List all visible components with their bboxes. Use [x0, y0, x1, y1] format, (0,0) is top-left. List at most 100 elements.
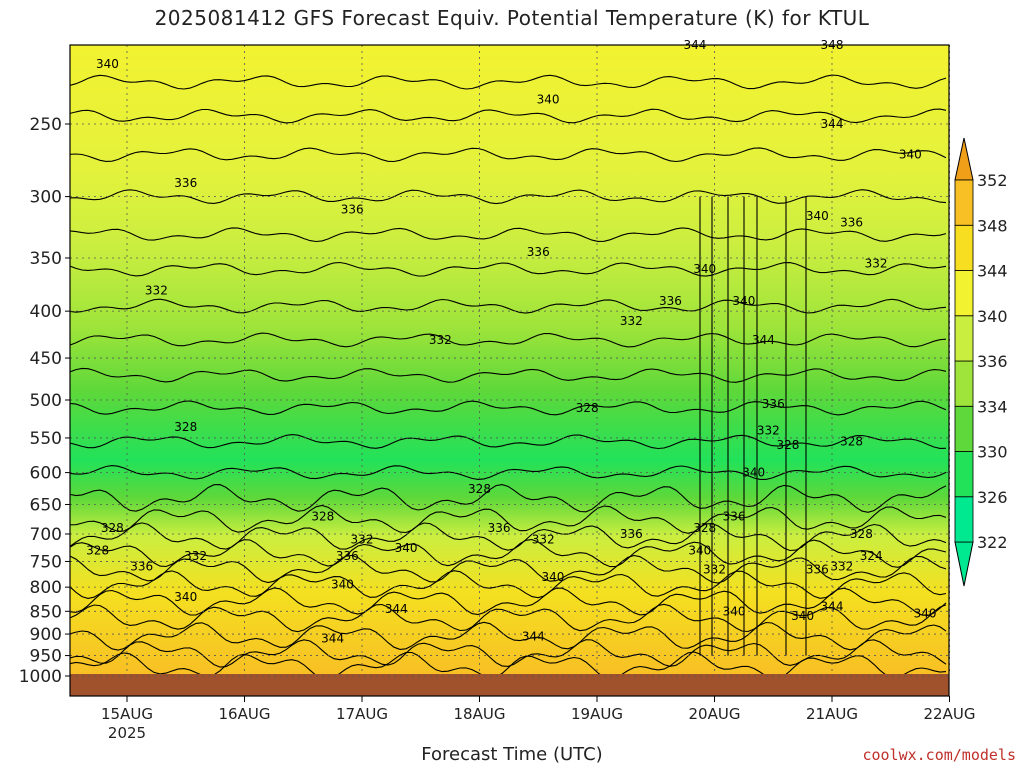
contour-label: 336: [336, 549, 359, 563]
y-tick-label: 1000: [19, 667, 62, 687]
contour-label: 328: [101, 521, 124, 535]
colorbar: 322 326 330 334 336 340 344 348 352: [954, 137, 1008, 587]
contour-labels: 3403363323283283283363323403283363323323…: [86, 38, 936, 645]
contour-label: 344: [321, 631, 344, 645]
colorbar-segment: [954, 405, 974, 452]
contour-line: [70, 74, 947, 90]
y-tick-label: 300: [30, 188, 62, 208]
x-axis-label: Forecast Time (UTC): [421, 744, 603, 765]
contour-label: 344: [821, 600, 844, 614]
contour-line: [70, 621, 947, 651]
contour-label: 344: [385, 602, 408, 616]
contour-label: 340: [96, 57, 119, 71]
contour-label: 340: [541, 570, 564, 584]
y-tick-label: 800: [30, 578, 62, 598]
contour-label: 336: [806, 562, 829, 576]
colorbar-label: 344: [977, 262, 1008, 281]
contour-label: 340: [899, 148, 922, 162]
colorbar-segment: [954, 451, 974, 498]
contour-label: 332: [830, 560, 853, 574]
colorbar-label: 322: [977, 533, 1008, 552]
x-tick-label: 15AUG: [101, 705, 153, 723]
contour-label: 328: [776, 438, 799, 452]
contour-label: 328: [693, 521, 716, 535]
y-tick-label: 950: [30, 647, 62, 667]
contour-label: 340: [174, 590, 197, 604]
y-tick-label: 700: [30, 525, 62, 545]
contour-label: 328: [840, 435, 863, 449]
colorbar-label: 352: [977, 171, 1008, 190]
contour-label: 340: [688, 544, 711, 558]
colorbar-label: 334: [977, 397, 1008, 416]
y-tick-label: 600: [30, 464, 62, 484]
contour-line: [70, 108, 947, 124]
plot-area: [70, 45, 949, 696]
contour-label: 344: [752, 333, 775, 347]
ground-band: [70, 674, 949, 696]
y-tick-label: 900: [30, 625, 62, 645]
colorbar-arrow-top: [954, 137, 974, 181]
y-tick-label: 550: [30, 429, 62, 449]
contour-label: 336: [840, 215, 863, 229]
contour-line: [70, 504, 947, 534]
contour-label: 332: [351, 533, 374, 547]
contour-label: 336: [762, 397, 785, 411]
credit-text: coolwx.com/models: [862, 746, 1016, 764]
y-tick-label: 500: [30, 391, 62, 411]
colorbar-label: 330: [977, 443, 1008, 462]
colorbar-segment: [954, 496, 974, 543]
colorbar-segment: [954, 315, 974, 362]
contour-label: 328: [468, 482, 491, 496]
contour-line: [70, 651, 947, 674]
contour-label: 340: [742, 466, 765, 480]
y-tick-label: 750: [30, 552, 62, 572]
contour-line: [70, 367, 947, 383]
contour-label: 332: [532, 533, 555, 547]
contour-label: 340: [806, 209, 829, 223]
contour-label: 340: [732, 294, 755, 308]
x-tick-label: 18AUG: [454, 705, 506, 723]
contour-label: 332: [757, 424, 780, 438]
contour-label: 336: [174, 176, 197, 190]
colorbar-label: 326: [977, 488, 1008, 507]
contour-label: 336: [130, 560, 153, 574]
contour-label: 340: [693, 262, 716, 276]
contour-label: 328: [850, 527, 873, 541]
contour-line: [70, 465, 947, 480]
colorbar-label: 336: [977, 352, 1008, 371]
y-tick-label: 850: [30, 602, 62, 622]
grid-lines: [70, 45, 950, 677]
contour-label: 340: [395, 541, 418, 555]
x-tick-label: 17AUG: [336, 705, 388, 723]
y-tick-label: 350: [30, 249, 62, 269]
contour-label: 340: [914, 607, 937, 621]
contour-label: 332: [145, 284, 168, 298]
contour-label: 328: [311, 510, 334, 524]
contour-line: [70, 570, 947, 599]
contour-line: [70, 434, 947, 450]
y-tick-label: 400: [30, 302, 62, 322]
colorbar-label: 340: [977, 307, 1008, 326]
colorbar-segment: [954, 360, 974, 407]
contour-label: 332: [620, 314, 643, 328]
contour-label: 340: [791, 609, 814, 623]
colorbar-label: 348: [977, 216, 1008, 235]
contour-label: 328: [174, 420, 197, 434]
contour-label: 344: [522, 629, 545, 643]
x-tick-label: 20AUG: [689, 705, 741, 723]
colorbar-segment: [954, 224, 974, 271]
x-tick-label: 22AUG: [924, 705, 976, 723]
x-tick-label: 16AUG: [219, 705, 271, 723]
y-tick-label: 650: [30, 495, 62, 515]
contour-line: [70, 400, 947, 416]
contour-line: [70, 227, 947, 243]
contour-label: 340: [723, 604, 746, 618]
contour-label: 328: [86, 544, 109, 558]
contour-label: 336: [723, 510, 746, 524]
plot-background: [70, 45, 949, 674]
contour-label: 336: [620, 527, 643, 541]
contour-label: 332: [865, 257, 888, 271]
contour-line: [70, 484, 947, 513]
contour-label: 324: [860, 549, 883, 563]
